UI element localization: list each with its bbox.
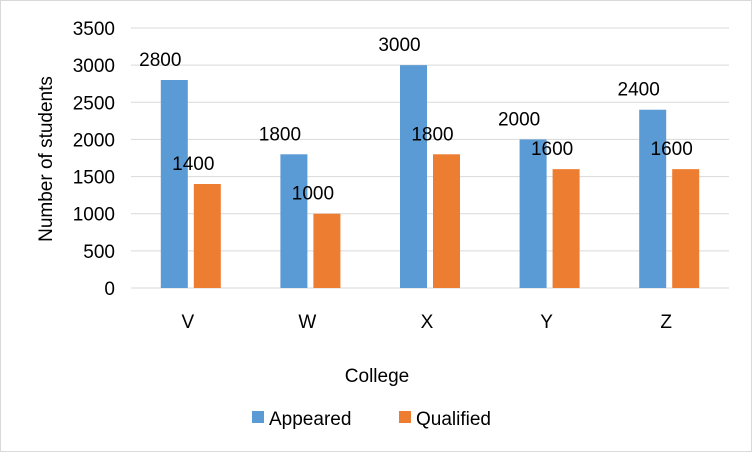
legend-label: Appeared <box>269 409 351 430</box>
x-category-label: V <box>181 312 194 333</box>
y-tick-label: 500 <box>83 242 115 263</box>
data-label: 2000 <box>498 109 540 130</box>
data-label: 3000 <box>378 35 420 56</box>
y-tick-label: 1000 <box>73 205 115 226</box>
y-tick-label: 3000 <box>73 56 115 77</box>
legend-swatch <box>399 411 411 423</box>
y-tick-label: 0 <box>104 279 115 300</box>
x-category-label: X <box>421 312 434 333</box>
bar-appeared-w <box>280 154 308 288</box>
data-label: 1000 <box>292 184 334 205</box>
bar-appeared-x <box>400 65 427 289</box>
x-category-label: Z <box>660 312 672 333</box>
bar-qualified-z <box>672 169 700 288</box>
data-label: 1600 <box>651 139 693 160</box>
data-label: 2800 <box>139 50 181 71</box>
x-category-label: W <box>298 312 316 333</box>
y-axis-title: Number of students <box>36 76 57 242</box>
y-axis-ticks: 0 500 1000 1500 2000 2500 3000 3500 <box>73 19 115 300</box>
data-label: 1800 <box>411 124 453 145</box>
bars <box>160 65 700 289</box>
y-tick-label: 3500 <box>73 19 115 40</box>
data-labels: 2800 1400 1800 1000 3000 1800 2000 1600 2400 1600 <box>139 35 693 205</box>
bar-qualified-v <box>193 184 221 288</box>
data-label: 1800 <box>259 124 301 145</box>
y-tick-label: 1500 <box>73 168 115 189</box>
x-category-label: Y <box>540 312 553 333</box>
legend-label: Qualified <box>416 409 491 430</box>
bar-qualified-x <box>433 154 460 288</box>
legend: Appeared Qualified <box>252 409 491 430</box>
bar-qualified-w <box>313 213 341 288</box>
bar-appeared-z <box>639 109 667 288</box>
legend-swatch <box>252 411 264 423</box>
x-axis-title: College <box>345 366 409 387</box>
data-label: 1400 <box>172 154 214 175</box>
bar-qualified-y <box>552 169 580 288</box>
bar-appeared-v <box>160 80 188 288</box>
data-label: 1600 <box>531 139 573 160</box>
data-label: 2400 <box>618 80 660 101</box>
gridlines <box>131 27 729 289</box>
x-axis-categories: V W X Y Z <box>181 312 672 333</box>
bar-appeared-y <box>519 139 547 288</box>
y-tick-label: 2500 <box>73 93 115 114</box>
y-tick-label: 2000 <box>73 130 115 151</box>
